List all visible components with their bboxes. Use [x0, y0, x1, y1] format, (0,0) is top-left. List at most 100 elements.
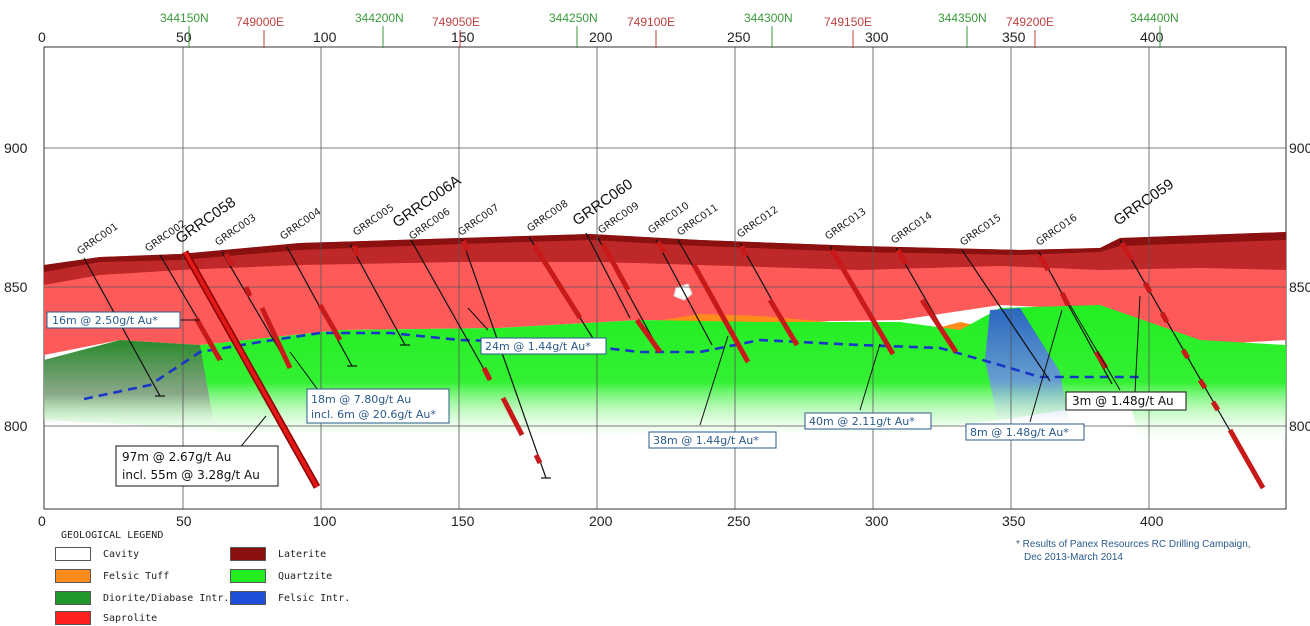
hole-end-ticks [155, 344, 551, 479]
label-grrc008: GRRC008 [525, 198, 570, 234]
right-elev-900: 900 [1289, 140, 1310, 156]
hole-grrc010 [655, 239, 713, 346]
left-elev-800: 800 [4, 418, 28, 434]
top-tick-150: 150 [451, 29, 475, 45]
legend-label: Quartzite [278, 570, 333, 582]
legend-item-cavity: Cavity [55, 546, 139, 562]
legend-label: Laterite [278, 548, 327, 560]
hole-grrc015 [961, 249, 1051, 382]
legend-label: Cavity [103, 548, 140, 560]
label-grrc060: GRRC060 [570, 176, 636, 230]
top-tick-400: 400 [1140, 29, 1164, 45]
label-grrc004: GRRC004 [278, 206, 323, 242]
legend-swatch [55, 569, 91, 583]
intercept-annotations: 16m @ 2.50g/t Au* 18m @ 7.80g/t Au incl.… [46, 311, 1187, 487]
hole-grrc005 [349, 243, 406, 346]
intercept-18m: 18m @ 7.80g/t Au [311, 393, 411, 406]
diorite-intrusion [44, 340, 215, 430]
northing-344200: 344200N [355, 11, 404, 25]
top-tick-300: 300 [865, 29, 889, 45]
laterite-surface [44, 232, 1286, 272]
top-scale: 0 50 100 150 200 250 300 350 400 344150N… [38, 11, 1286, 48]
intercept-18m-incl: incl. 6m @ 20.6g/t Au* [311, 408, 436, 421]
cavity [673, 283, 693, 301]
leader-lines [180, 295, 1141, 451]
label-grrc016: GRRC016 [1034, 212, 1079, 248]
legend-item-diorite: Diorite/Diabase Intr. [55, 590, 229, 606]
intercept-97m: 97m @ 2.67g/t Au [122, 450, 231, 464]
left-elev-900: 900 [4, 140, 28, 156]
intercept-40m: 40m @ 2.11g/t Au* [809, 415, 915, 428]
top-tick-250: 250 [727, 29, 751, 45]
legend-swatch [230, 547, 266, 561]
legend-swatch [55, 591, 91, 605]
hole-grrc058-core [183, 251, 319, 488]
northing-344150: 344150N [160, 11, 209, 25]
label-grrc005: GRRC005 [351, 202, 396, 238]
legend-item-felsic-intrusion: Felsic Intr. [230, 590, 350, 606]
top-tick-350: 350 [1002, 29, 1026, 45]
right-elev-850: 850 [1289, 279, 1310, 295]
elevation-labels: 900 850 800 900 850 800 [4, 140, 1310, 434]
footnote-line-2: Dec 2013-March 2014 [1024, 552, 1123, 563]
intercept-16m: 16m @ 2.50g/t Au* [52, 314, 158, 327]
hole-grrc007 [461, 238, 547, 479]
intercept-38m: 38m @ 1.44g/t Au* [653, 434, 759, 447]
top-tick-0: 0 [38, 29, 46, 45]
legend-label: Diorite/Diabase Intr. [103, 592, 230, 604]
bottom-tick-200: 200 [589, 513, 613, 529]
legend-swatch [230, 569, 266, 583]
label-grrc012: GRRC012 [735, 204, 780, 240]
footnote-line-1: * Results of Panex Resources RC Drilling… [1016, 539, 1251, 550]
top-tick-200: 200 [589, 29, 613, 45]
northing-344350: 344350N [938, 11, 987, 25]
label-grrc014: GRRC014 [889, 210, 934, 246]
legend-label: Felsic Tuff [103, 570, 170, 582]
legend-label: Felsic Intr. [278, 592, 351, 604]
left-elev-850: 850 [4, 279, 28, 295]
easting-749100: 749100E [627, 15, 675, 29]
hole-grrc006 [410, 239, 491, 381]
felsic-intrusion [985, 308, 1070, 430]
label-grrc059: GRRC059 [1111, 176, 1177, 230]
intercept-segments [193, 239, 1266, 490]
top-tick-100: 100 [313, 29, 337, 45]
label-grrc013: GRRC013 [823, 206, 868, 242]
easting-749050: 749050E [432, 15, 480, 29]
footnote: * Results of Panex Resources RC Drilling… [1016, 538, 1306, 564]
top-tick-50: 50 [176, 29, 192, 45]
legend-item-quartzite: Quartzite [230, 568, 332, 584]
northing-344400: 344400N [1130, 11, 1179, 25]
intercept-8m: 8m @ 1.48g/t Au* [970, 426, 1069, 439]
bottom-tick-50: 50 [176, 513, 192, 529]
label-grrc007: GRRC007 [456, 202, 501, 238]
bottom-tick-400: 400 [1140, 513, 1164, 529]
intercept-24m: 24m @ 1.44g/t Au* [485, 340, 591, 353]
northing-344250: 344250N [549, 11, 598, 25]
legend-title: GEOLOGICAL LEGEND [61, 530, 164, 541]
hole-grrc060 [585, 232, 631, 319]
intercept-97m-incl: incl. 55m @ 3.28g/t Au [122, 468, 260, 482]
legend-swatch [55, 547, 91, 561]
legend-item-laterite: Laterite [230, 546, 326, 562]
section-grid [44, 47, 1286, 509]
bottom-tick-150: 150 [451, 513, 475, 529]
bottom-tick-100: 100 [313, 513, 337, 529]
legend-item-saprolite: Saprolite [55, 610, 157, 626]
geology-layers [44, 232, 1286, 445]
bottom-tick-250: 250 [727, 513, 751, 529]
easting-749150: 749150E [824, 15, 872, 29]
label-grrc015: GRRC015 [958, 212, 1003, 248]
geological-legend: GEOLOGICAL LEGEND Cavity Felsic Tuff Dio… [55, 530, 475, 626]
legend-label: Saprolite [103, 612, 158, 624]
label-grrc001: GRRC001 [75, 221, 120, 257]
northing-344300: 344300N [744, 11, 793, 25]
legend-item-felsic-tuff: Felsic Tuff [55, 568, 169, 584]
bottom-scale: 0 50 100 150 200 250 300 350 400 [38, 513, 1164, 529]
legend-swatch [230, 591, 266, 605]
bottom-tick-350: 350 [1002, 513, 1026, 529]
easting-749000: 749000E [236, 15, 284, 29]
legend-swatch [55, 611, 91, 625]
bottom-tick-300: 300 [865, 513, 889, 529]
